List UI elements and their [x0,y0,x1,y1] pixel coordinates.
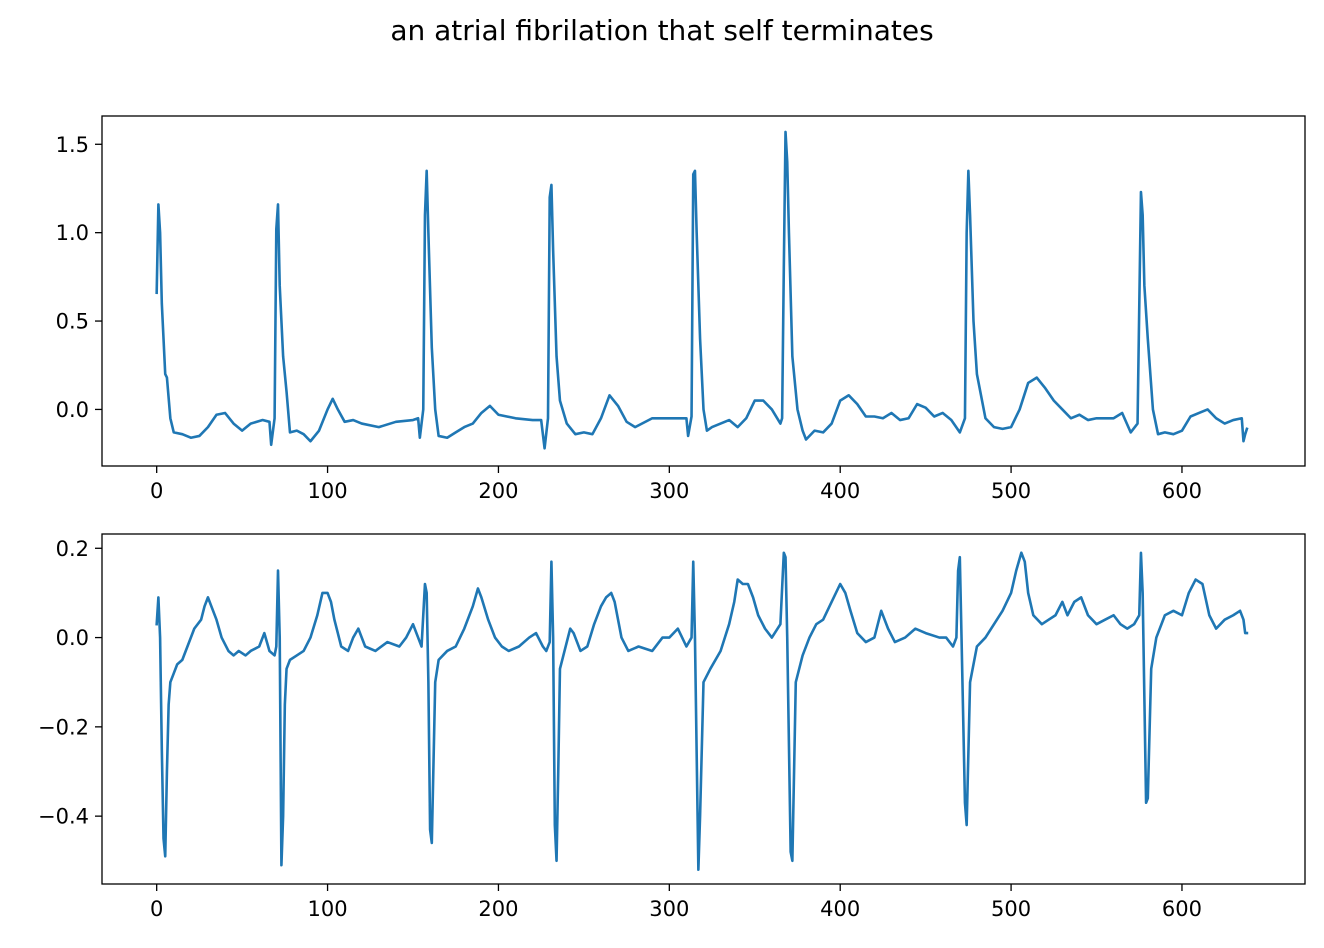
subplot-2: 0 100 200 300 400 500 600 −0.4 −0.2 0.0 0.2 [38,533,1306,921]
x-tick-label: 500 [991,897,1031,921]
x-tick-label: 600 [1162,479,1202,503]
x-tick-label: 0 [150,479,163,503]
axes-frame-1 [101,115,1306,467]
x-tick-label: 400 [820,479,860,503]
x-tick-label: 300 [649,479,689,503]
x-tick-label: 100 [308,897,348,921]
y-tick-label: 0.0 [56,626,89,650]
x-tick-label: 100 [308,479,348,503]
x-tick-label: 200 [478,479,518,503]
y-tick-label: 0.2 [56,537,89,561]
x-tick-label: 0 [150,897,163,921]
x-tick-label: 200 [478,897,518,921]
y-tick-label: 0.0 [56,398,89,422]
x-tick-label: 500 [991,479,1031,503]
y-tick-label: 0.5 [56,310,89,334]
y-tick-label: 1.0 [56,221,89,245]
axes-frame-2 [101,533,1306,885]
x-tick-label: 300 [649,897,689,921]
series-line-1-1 [155,130,1249,450]
y-tick-label: −0.2 [38,715,89,739]
y-tick-label: 1.5 [56,133,89,157]
subplot-1: 0 100 200 300 400 500 600 0.0 0.5 1.0 1.5 [56,115,1306,503]
series-line-2-1 [155,551,1249,872]
y-tick-label: −0.4 [38,805,89,829]
x-tick-label: 600 [1162,897,1202,921]
x-tick-label: 400 [820,897,860,921]
figure-title: an atrial fibrilation that self terminat… [390,14,934,47]
